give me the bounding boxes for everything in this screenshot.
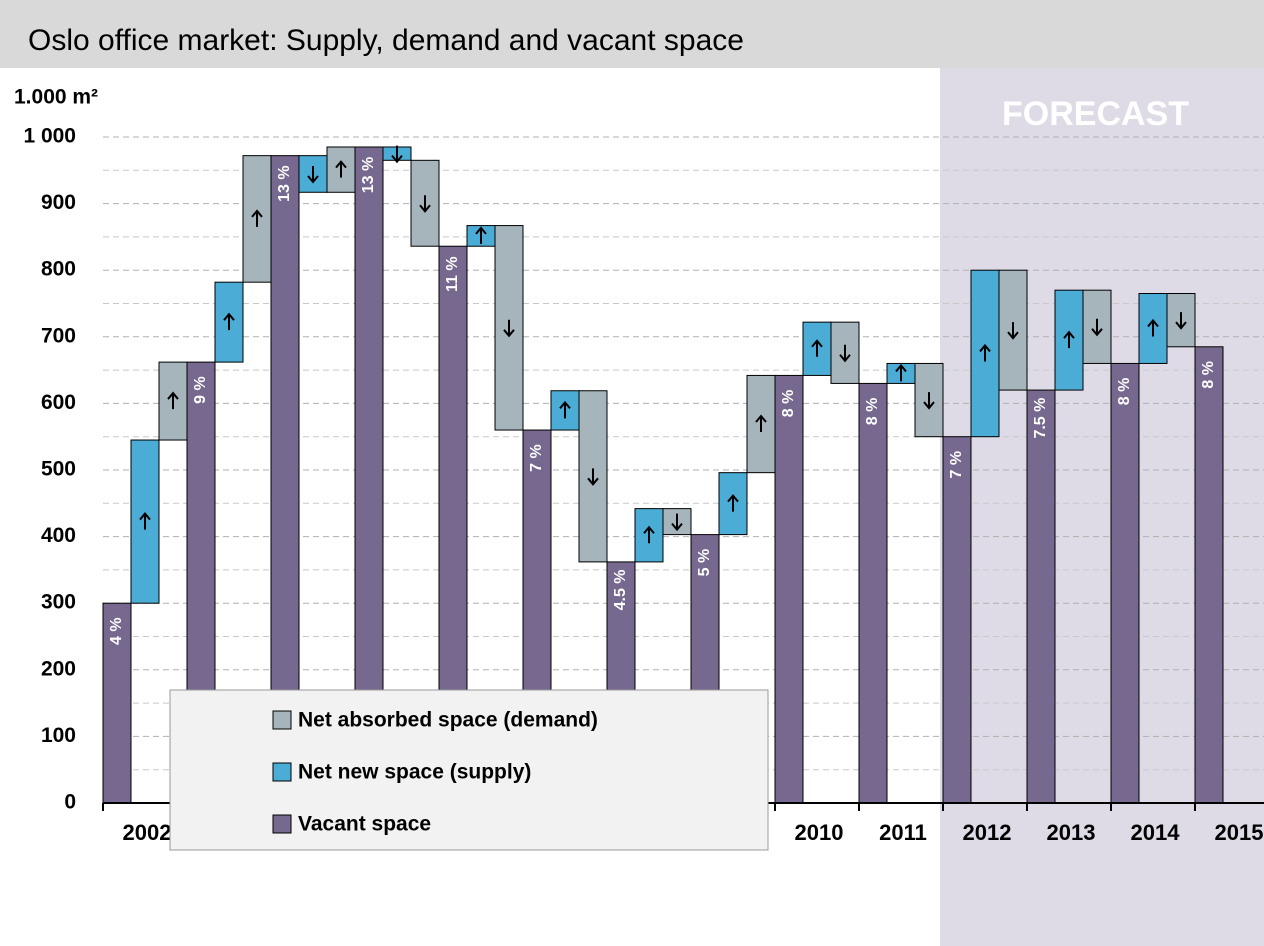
arrow: [1175, 312, 1187, 330]
y-tick-label: 800: [41, 258, 76, 281]
vacancy-rate-label: 4.5 %: [612, 569, 629, 610]
arrow: [419, 195, 431, 213]
chart-title: Oslo office market: Supply, demand and v…: [28, 24, 744, 57]
legend-label: Vacant space: [298, 813, 431, 836]
vacant-bar: [1194, 346, 1224, 804]
x-tick-label: 2013: [1047, 820, 1096, 845]
legend-swatch: [272, 814, 292, 834]
vacancy-rate-label: 8 %: [780, 390, 797, 418]
arrow: [559, 400, 571, 419]
arrow: [587, 468, 599, 486]
vacancy-rate-label: 8 %: [864, 398, 881, 426]
arrow: [755, 414, 767, 433]
vacancy-rate-label: 13 %: [276, 165, 293, 201]
title-bar: [0, 0, 1264, 68]
vacancy-rate-label: 7 %: [948, 451, 965, 479]
x-tick-label: 2015: [1215, 820, 1264, 845]
legend-swatch: [272, 762, 292, 782]
arrow: [335, 160, 347, 178]
y-tick-label: 700: [41, 324, 76, 347]
x-tick-label: 2012: [963, 820, 1012, 845]
vacant-bar: [1026, 389, 1056, 804]
arrow: [895, 363, 907, 382]
legend-swatch: [272, 710, 292, 730]
arrow: [139, 512, 151, 530]
arrow: [503, 319, 515, 338]
x-tick-label: 2002: [123, 820, 172, 845]
vacancy-rate-label: 9 %: [192, 376, 209, 404]
arrow: [727, 494, 739, 512]
vacant-bar: [942, 436, 972, 804]
arrow: [1007, 322, 1019, 340]
vacancy-rate-label: 13 %: [360, 157, 377, 193]
vacant-bar: [858, 382, 888, 804]
vacancy-rate-label: 7 %: [528, 444, 545, 472]
arrow: [643, 525, 655, 544]
y-tick-label: 300: [41, 591, 76, 614]
forecast-label: FORECAST: [1002, 95, 1189, 133]
vacant-bar: [774, 374, 804, 804]
arrow: [223, 312, 235, 331]
y-tick-label: 0: [64, 791, 76, 814]
x-tick-label: 2010: [795, 820, 844, 845]
y-tick-label: 100: [41, 724, 76, 747]
vacancy-rate-label: 7.5 %: [1032, 398, 1049, 439]
vacant-bar: [1110, 362, 1140, 804]
vacancy-rate-label: 4 %: [108, 617, 125, 645]
y-axis-label: 1.000 m²: [14, 86, 98, 109]
x-tick-label: 2011: [879, 820, 927, 845]
vacancy-rate-label: 8 %: [1200, 361, 1217, 389]
legend-label: Net absorbed space (demand): [298, 709, 598, 732]
legend-box: [169, 689, 769, 851]
vacancy-rate-label: 8 %: [1116, 378, 1133, 406]
y-tick-label: 400: [41, 524, 76, 547]
arrow: [307, 165, 319, 184]
arrow: [671, 513, 683, 532]
arrow: [1091, 318, 1103, 337]
arrow: [167, 391, 179, 410]
arrow: [475, 226, 487, 244]
x-tick-label: 2014: [1131, 820, 1181, 845]
arrow: [1063, 330, 1075, 349]
arrow: [1147, 318, 1159, 337]
y-tick-label: 1 000: [23, 125, 76, 148]
vacancy-rate-label: 11 %: [444, 256, 461, 292]
arrow: [839, 344, 851, 363]
change-bar: [914, 362, 944, 438]
legend-label: Net new space (supply): [298, 761, 531, 784]
arrow: [923, 392, 935, 410]
y-tick-label: 900: [41, 191, 76, 214]
arrow: [811, 339, 823, 357]
y-tick-label: 500: [41, 458, 76, 481]
arrow: [251, 209, 263, 227]
y-tick-label: 600: [41, 391, 76, 414]
y-tick-label: 200: [41, 657, 76, 680]
arrow: [979, 343, 991, 362]
arrow: [391, 145, 403, 164]
vacancy-rate-label: 5 %: [696, 549, 713, 577]
